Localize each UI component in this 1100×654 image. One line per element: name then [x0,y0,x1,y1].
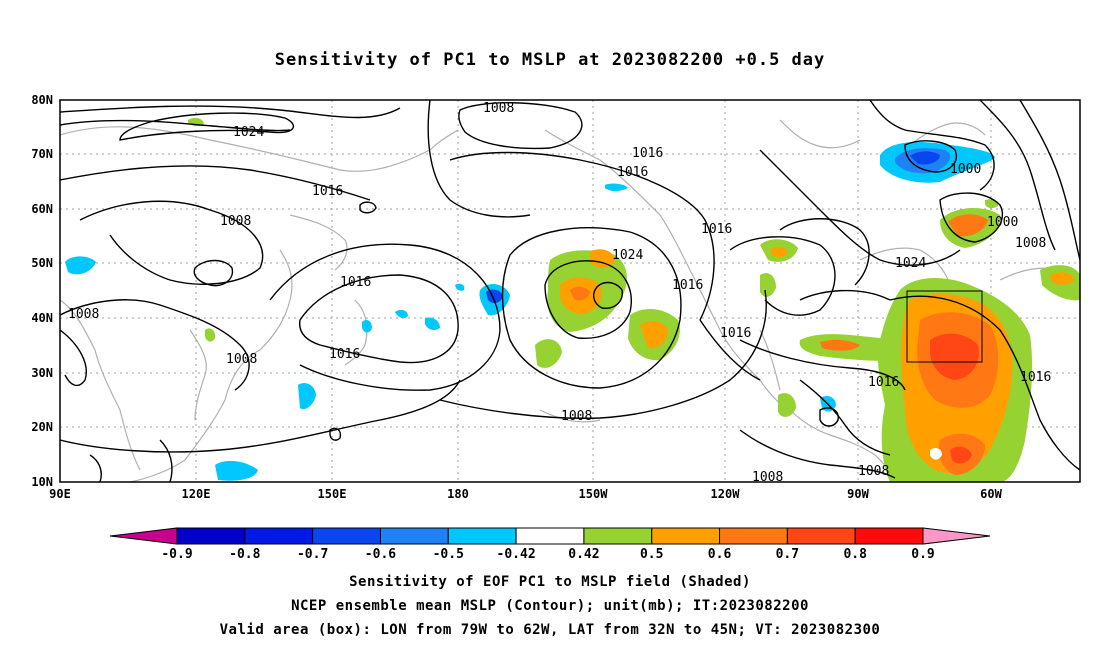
colorbar-segment [176,527,246,545]
contour-label: 1008 [752,470,783,485]
contour-label: 1016 [672,278,703,293]
lat-label: 40N [31,311,53,325]
footer-line-1: Sensitivity of EOF PC1 to MSLP field (Sh… [349,574,751,590]
contour-label: 1024 [233,125,264,140]
contour-label: 1016 [312,184,343,199]
contour-label: 1016 [701,222,732,237]
valid-area-box [906,290,983,363]
colorbar-tick-label: -0.5 [433,547,464,562]
lat-label: 80N [31,93,53,107]
mslp-contours [60,100,1080,482]
contour-label: 1016 [617,165,648,180]
colorbar-tick-label: -0.42 [497,547,536,562]
contour-label: 1000 [987,215,1018,230]
lon-label: 90E [49,487,71,501]
contour-label: 1016 [329,347,360,362]
lat-label: 60N [31,202,53,216]
colorbar-max-triangle [922,527,991,545]
colorbar-segment [312,527,381,545]
colorbar-segment [854,527,924,545]
colorbar-tick-label: 0.5 [640,547,663,562]
sensitivity-shading [65,117,1080,482]
footer-line-2: NCEP ensemble mean MSLP (Contour); unit(… [291,598,809,614]
colorbar-tick-label: -0.7 [297,547,328,562]
lat-label: 10N [31,475,53,489]
lat-label: 20N [31,420,53,434]
colorbar-segment [447,527,517,545]
lat-label: 30N [31,366,53,380]
colorbar-segment [719,527,788,545]
colorbar-segment [244,527,314,545]
lon-label: 150W [579,487,609,501]
contour-label: 1008 [226,352,257,367]
contour-label: 1016 [340,275,371,290]
colorbar-tick-label: 0.8 [843,547,867,562]
colorbar: -0.9 -0.8 -0.7 -0.6 -0.5 -0.42 0.42 0.5 0.6 0.7 0.… [109,527,991,562]
contour-label: 1024 [895,256,926,271]
contour-label: 1008 [561,409,592,424]
lat-label: 50N [31,256,53,270]
lat-label: 70N [31,147,53,161]
footer-line-3: Valid area (box): LON from 79W to 62W, L… [219,622,881,638]
colorbar-tick-label: -0.6 [365,547,396,562]
contour-label: 1024 [612,248,643,263]
colorbar-min-triangle [109,527,178,545]
colorbar-tick-label: 0.9 [911,547,934,562]
contour-label: 1016 [632,146,663,161]
lon-label: 180 [447,487,469,501]
colorbar-segment [786,527,856,545]
map-title: Sensitivity of PC1 to MSLP at 2023082200… [274,50,826,70]
colorbar-tick-label: -0.8 [229,547,260,562]
colorbar-tick-label: -0.9 [161,547,192,562]
colorbar-tick-label: 0.42 [568,547,599,562]
colorbar-tick-label: 0.7 [776,547,799,562]
colorbar-segment [515,527,585,545]
latitude-labels: 80N 70N 60N 50N 40N 30N 20N 10N [31,93,53,489]
contour-label: 1016 [868,375,899,390]
lon-label: 150E [318,487,347,501]
contour-label: 1008 [1015,236,1046,251]
lon-label: 60W [980,487,1002,501]
contour-label: 1008 [858,464,889,479]
colorbar-tick-label: 0.6 [708,547,732,562]
contour-label: 1008 [68,307,99,322]
contour-label: 1016 [720,326,751,341]
contour-label: 1008 [220,214,251,229]
contour-label: 1000 [950,162,981,177]
lon-label: 90W [847,487,869,501]
map-frame [59,99,1081,483]
longitude-labels: 90E 120E 150E 180 150W 120W 90W 60W [49,487,1002,501]
contour-labels: 1008 1024 1016 1016 1016 1008 1016 1024 … [68,101,1051,485]
colorbar-segment [583,527,653,545]
contour-label: 1016 [1020,370,1051,385]
lon-label: 120W [711,487,741,501]
lon-label: 120E [182,487,211,501]
contour-label: 1008 [483,101,514,116]
colorbar-segment [651,527,721,545]
colorbar-segment [379,527,449,545]
